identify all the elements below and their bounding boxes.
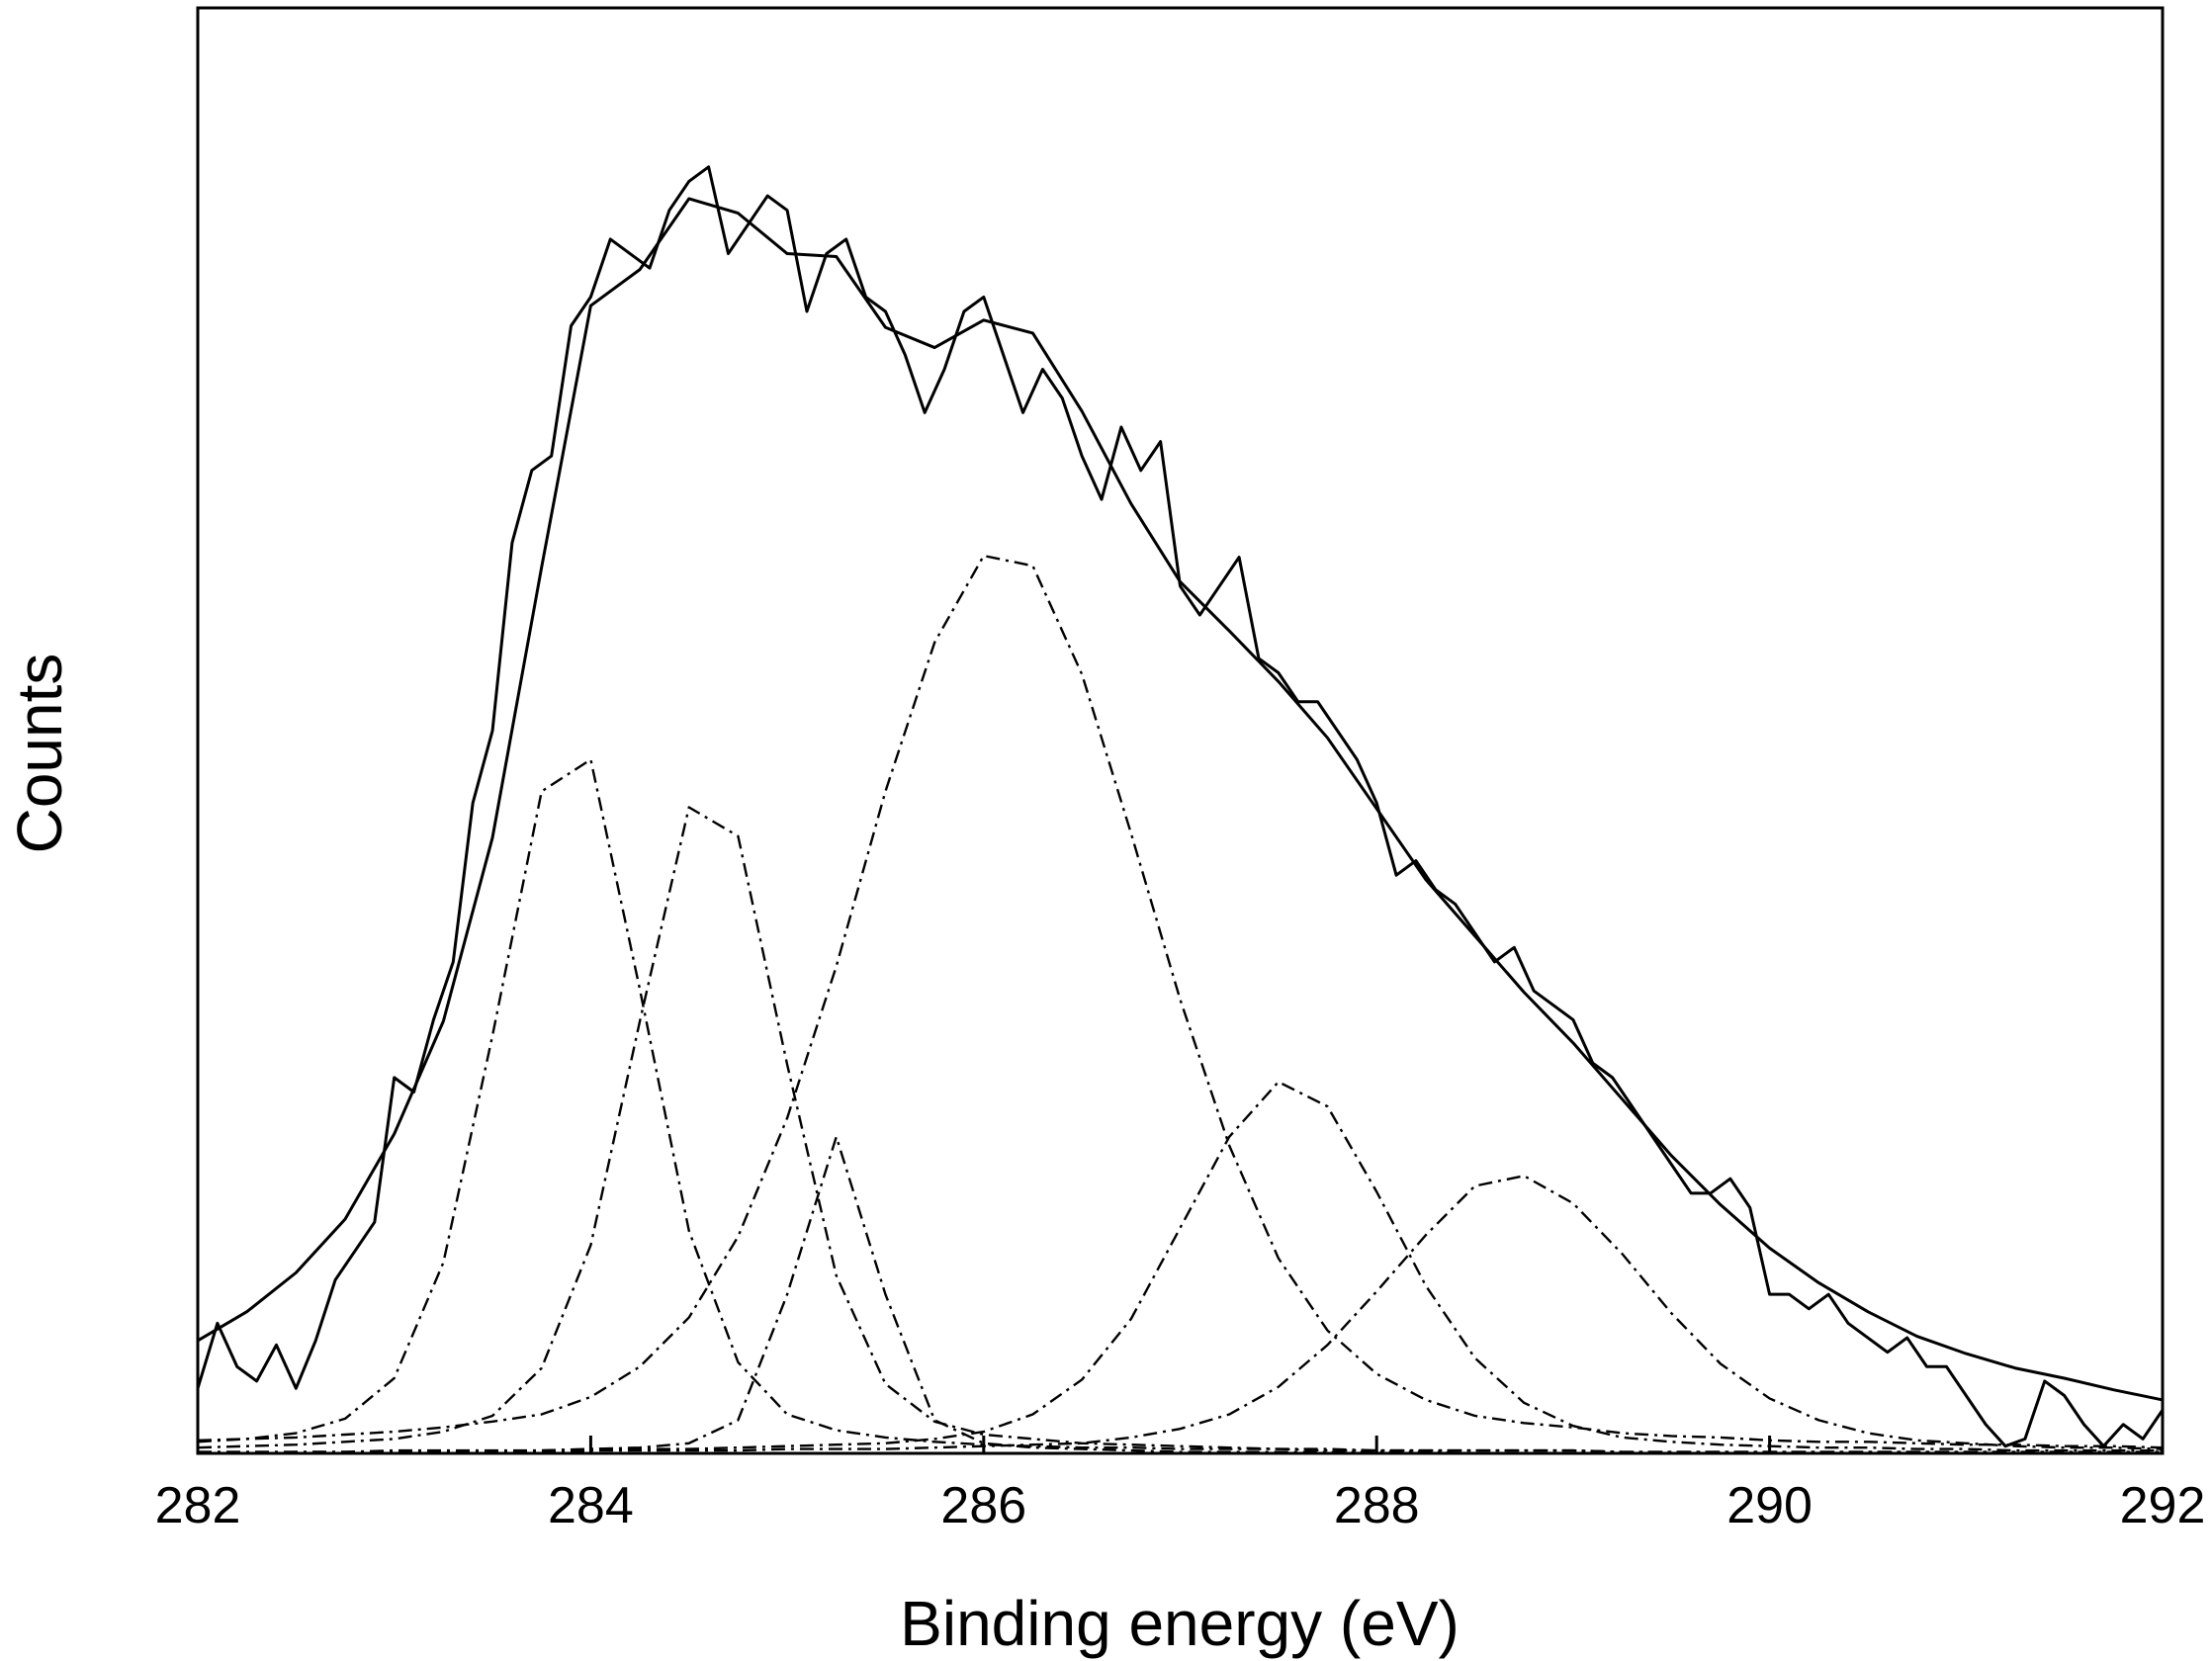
- fit-line: [197, 758, 2163, 1453]
- fit-line: [198, 1135, 2163, 1455]
- fit-line: [197, 197, 2164, 1402]
- plot-frame: [196, 6, 2165, 1455]
- x-tick-label: 288: [1334, 1477, 1420, 1534]
- fit-line: [197, 554, 2164, 1449]
- fit-line: [197, 806, 2163, 1453]
- x-tick-label: 290: [1726, 1477, 1813, 1534]
- x-tick-label: 286: [940, 1477, 1026, 1534]
- fit-line: [198, 1081, 2163, 1453]
- x-tick-label: 284: [548, 1477, 634, 1534]
- raw-data-line: [196, 165, 2165, 1448]
- x-tick-label: 292: [2120, 1477, 2206, 1534]
- y-axis-label: Counts: [4, 654, 75, 854]
- fit-line: [198, 1175, 2164, 1453]
- x-axis-label: Binding energy (eV): [900, 1588, 1460, 1659]
- x-tick-label: 282: [155, 1477, 241, 1534]
